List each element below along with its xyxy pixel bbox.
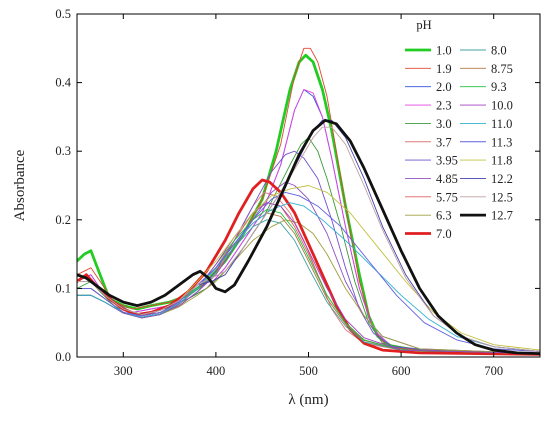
legend-label: 2.0: [436, 80, 452, 94]
y-tick-label: 0.2: [55, 213, 71, 227]
series-line-11.0: [77, 202, 540, 352]
legend-label: 3.7: [436, 135, 452, 149]
legend-label: 1.0: [436, 44, 452, 58]
y-tick-label: 0.3: [55, 144, 71, 158]
series-line-3.0: [77, 137, 540, 355]
series-line-10.0: [77, 202, 540, 355]
legend-label: 2.3: [436, 99, 452, 113]
y-tick-label: 0.0: [55, 350, 71, 364]
legend-label: 11.8: [491, 154, 512, 168]
series-line-3.7: [77, 191, 540, 355]
x-tick-label: 300: [114, 364, 133, 378]
legend-title: pH: [416, 18, 431, 32]
series-line-1.0: [77, 53, 540, 355]
y-tick-label: 0.5: [55, 7, 71, 21]
series-line-12.7: [77, 118, 540, 355]
legend-label: 11.3: [491, 135, 512, 149]
legend-label: 3.95: [436, 154, 458, 168]
legend: pH 1.0 1.9 2.0 2.3 3.0 3.7 3.95 4.85 5.75 6.3 7.0 8…: [405, 18, 513, 241]
series-line-11.3: [77, 191, 540, 352]
legend-label: 10.0: [491, 99, 513, 113]
legend-label: 6.3: [436, 209, 452, 223]
legend-label: 9.3: [491, 80, 507, 94]
x-tick-label: 400: [207, 364, 226, 378]
legend-label: 4.85: [436, 172, 458, 186]
series-line-5.75: [77, 202, 540, 355]
series-line-9.3: [77, 209, 540, 355]
series-line-12.5: [77, 126, 540, 352]
y-tick-label: 0.1: [55, 281, 71, 295]
legend-label: 5.75: [436, 190, 458, 204]
legend-label: 7.0: [436, 227, 452, 241]
legend-label: 11.0: [491, 117, 512, 131]
legend-label: 12.2: [491, 172, 513, 186]
legend-label: 3.0: [436, 117, 452, 131]
series-line-8.0: [77, 219, 540, 355]
legend-label: 8.0: [491, 44, 507, 58]
x-axis-title: λ (nm): [288, 392, 328, 408]
x-tick-label: 500: [299, 364, 318, 378]
legend-label: 12.5: [491, 190, 513, 204]
series-line-6.3: [77, 219, 540, 355]
y-tick-label: 0.4: [55, 76, 71, 90]
legend-label: 1.9: [436, 62, 452, 76]
series-line-8.75: [77, 212, 540, 355]
x-tick-label: 600: [392, 364, 411, 378]
legend-label: 8.75: [491, 62, 513, 76]
legend-label: 12.7: [491, 209, 513, 223]
x-tick-label: 700: [484, 364, 503, 378]
y-axis-title: Absorbance: [12, 149, 28, 221]
